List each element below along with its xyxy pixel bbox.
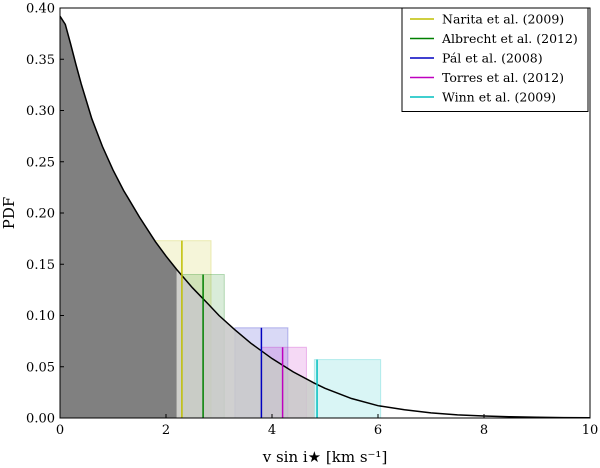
pdf-curve-group [59, 15, 591, 419]
legend-label-1: Albrecht et al. (2012) [441, 31, 578, 46]
y-axis-ticks: 0.00 0.05 0.10 0.15 0.20 0.25 0.30 0.35 0.40 [26, 2, 64, 427]
y-tick-label: 0.25 [26, 155, 55, 170]
x-axis-label: v sin i★ [km s⁻¹] [262, 448, 388, 466]
legend-label-3: Torres et al. (2012) [442, 70, 564, 85]
y-tick-label: 0.30 [26, 104, 55, 119]
y-tick-label: 0.05 [26, 360, 55, 375]
y-tick-label: 0.20 [26, 207, 55, 222]
x-axis-ticks: 0 2 4 6 8 10 [56, 414, 598, 438]
y-axis-label: PDF [0, 197, 18, 230]
legend-label-0: Narita et al. (2009) [442, 12, 564, 27]
x-tick-label: 0 [56, 423, 64, 438]
measurement-lines [181, 240, 318, 418]
legend-label-4: Winn et al. (2009) [442, 90, 556, 105]
pdf-light-fill [176, 269, 315, 418]
y-tick-label: 0.00 [26, 412, 55, 427]
x-tick-label: 8 [480, 423, 488, 438]
x-tick-label: 10 [582, 423, 599, 438]
x-tick-label: 2 [162, 423, 170, 438]
pdf-dark-fill [60, 16, 177, 418]
y-tick-label: 0.15 [26, 258, 55, 273]
legend-box [401, 7, 589, 112]
pdf-curve [59, 15, 591, 419]
y-tick-label: 0.40 [26, 2, 55, 17]
x-tick-label: 6 [374, 423, 382, 438]
y-tick-label: 0.35 [26, 53, 55, 68]
y-tick-label: 0.10 [26, 309, 55, 324]
x-tick-label: 4 [268, 423, 276, 438]
pdf-fills [60, 16, 315, 418]
legend-label-2: Pál et al. (2008) [442, 51, 543, 66]
legend: Narita et al. (2009) Albrecht et al. (201… [401, 7, 589, 112]
